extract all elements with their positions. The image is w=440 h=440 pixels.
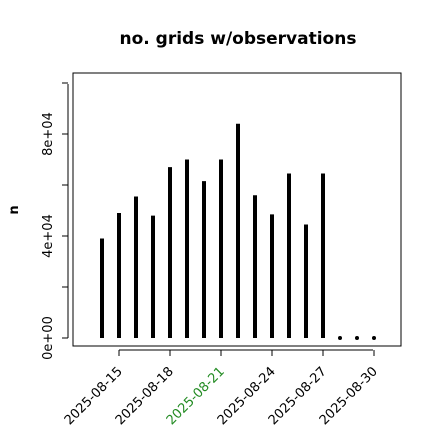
y-tick-label: 0e+00 bbox=[41, 316, 56, 360]
zero-point bbox=[355, 336, 359, 340]
y-tick-label: 8e+04 bbox=[41, 112, 56, 156]
zero-point bbox=[338, 336, 342, 340]
bars bbox=[100, 123, 376, 340]
plot-frame bbox=[72, 72, 402, 347]
zero-point bbox=[372, 336, 376, 340]
y-ticks: 0e+00 4e+04 8e+04 bbox=[41, 82, 68, 360]
y-axis-label: n bbox=[7, 205, 22, 214]
chart-title: no. grids w/observations bbox=[120, 29, 357, 49]
x-ticks: 2025-08-152025-08-182025-08-212025-08-24… bbox=[62, 350, 381, 428]
y-tick-label: 4e+04 bbox=[41, 214, 56, 258]
